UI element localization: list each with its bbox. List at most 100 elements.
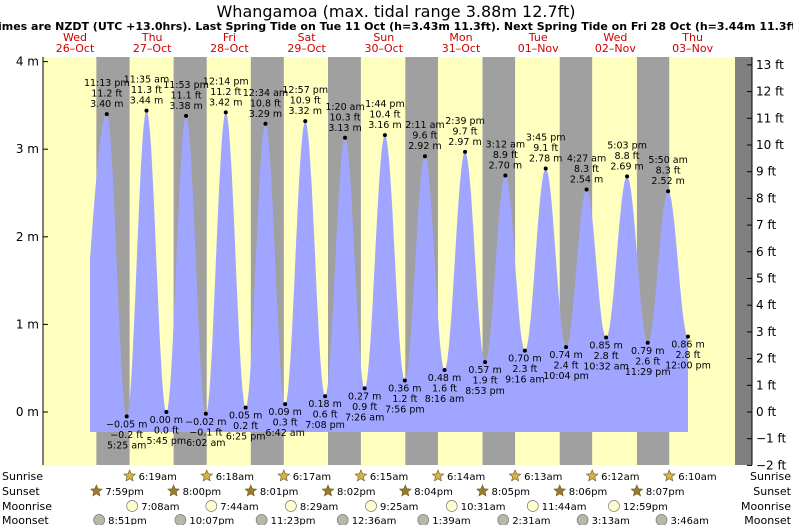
moonrise-row-label-left: Moonrise (2, 500, 52, 513)
low-tide-point (402, 378, 407, 383)
high-tide-point (382, 133, 387, 138)
tide-time-label: 11:29 pm (625, 367, 671, 378)
sunrise-icon (508, 469, 522, 482)
sunset-time-label: 8:00pm (183, 487, 222, 498)
low-tide-point (442, 367, 447, 372)
tide-ft-label: 0.3 ft (273, 418, 298, 429)
moonset-icon (655, 514, 668, 525)
high-tide-point (625, 174, 630, 179)
sunset-icon (476, 484, 489, 497)
tide-m-label: 3.13 m (328, 123, 361, 134)
y-tick-label-ft: 7 ft (756, 218, 776, 232)
tide-ft-label: 11.3 ft (131, 85, 162, 96)
tide-m-label: −0.02 m (185, 417, 226, 428)
tide-ft-label: 2.8 ft (594, 351, 619, 362)
sunset-row-label-left: Sunset (2, 485, 40, 498)
low-tide-point (323, 394, 328, 399)
y-tick-label-ft: 11 ft (756, 111, 784, 125)
tide-ft-label: 8.3 ft (656, 166, 681, 177)
high-tide-point (666, 189, 671, 194)
high-tide-point (422, 154, 427, 159)
tide-m-label: 2.52 m (651, 176, 684, 187)
sunset-icon (398, 484, 412, 497)
tide-time-label: 1:20 am (325, 102, 364, 113)
y-tick-label-ft: 0 ft (756, 405, 776, 419)
moonrise-row-label-right: Moonrise (741, 500, 791, 513)
high-tide-point (303, 119, 308, 124)
tide-ft-label: −0.1 ft (189, 427, 222, 438)
sunrise-time-label: 6:10am (678, 472, 716, 483)
tide-time-label: 6:42 am (265, 428, 304, 439)
tide-ft-label: 2.6 ft (635, 356, 660, 367)
tide-m-label: 0.85 m (589, 341, 622, 352)
high-tide-point (463, 149, 468, 154)
day-date-label: 29–Oct (287, 42, 326, 55)
tide-m-label: 0.27 m (348, 391, 381, 402)
y-tick-label-m: 1 m (16, 317, 39, 331)
tide-time-label: 12:57 pm (282, 85, 328, 96)
high-tide-point (184, 113, 189, 118)
sunrise-icon (354, 469, 368, 482)
tide-m-label: 0.86 m (671, 340, 704, 351)
axes: 4 m 3 m 2 m 1 m 0 m 13 ft 12 ft 11 ft 10 ft 9 ft 8… (16, 55, 787, 473)
tide-ft-label: 0.2 ft (233, 421, 258, 432)
tide-ft-label: 2.3 ft (512, 364, 537, 375)
tide-time-label: 7:56 pm (385, 404, 425, 415)
y-tick-label-ft: 6 ft (756, 245, 776, 259)
tide-ft-label: 11.2 ft (91, 89, 122, 100)
moonrise-icon (365, 500, 377, 512)
tide-m-label: 0.05 m (229, 411, 262, 422)
tide-ft-label: 11.1 ft (171, 90, 202, 101)
sunset-icon (89, 484, 103, 497)
day-date-label: 31–Oct (442, 42, 481, 55)
tide-ft-label: 9.7 ft (453, 126, 478, 137)
tide-ft-label: 9.1 ft (533, 143, 558, 154)
sunset-icon (244, 484, 258, 497)
day-date-label: 30–Oct (365, 42, 404, 55)
tide-m-label: −0.05 m (106, 419, 147, 430)
moonset-icon (417, 514, 430, 525)
moonset-time-label: 12:36am (352, 516, 397, 525)
day-date-label: 03–Nov (672, 42, 713, 55)
day-date-label: 26–Oct (56, 42, 95, 55)
y-tick-label-m: 3 m (16, 142, 39, 156)
low-tide-point (362, 386, 367, 391)
low-tide-point (283, 402, 288, 407)
tide-m-label: 0.70 m (508, 354, 541, 365)
moonset-time-label: 1:39am (432, 516, 470, 525)
y-tick-label-m: 2 m (16, 230, 39, 244)
day-date-label: 27–Oct (133, 42, 172, 55)
sunrise-time-label: 6:15am (370, 472, 408, 483)
sunrise-icon (431, 469, 445, 482)
moonrise-time-label: 11:44am (542, 502, 587, 513)
high-tide-point (503, 173, 508, 178)
moonset-icon (93, 514, 106, 525)
y-tick-label-ft: 5 ft (756, 271, 776, 285)
low-tide-point (564, 345, 569, 350)
y-tick-label-ft: 10 ft (756, 138, 784, 152)
tide-m-label: 2.97 m (448, 137, 481, 148)
tide-time-label: 11:35 am (124, 75, 169, 86)
y-tick-label-ft: −1 ft (756, 432, 787, 446)
y-tick-label-ft: −2 ft (756, 458, 787, 472)
day-labels: Wed26–OctThu27–OctFri28–OctSat29–OctSun3… (56, 31, 714, 55)
moonset-time-label: 3:46am (671, 516, 709, 525)
sunset-time-label: 8:06pm (569, 487, 608, 498)
sunset-time-label: 8:05pm (491, 487, 530, 498)
sunrise-icon (662, 469, 676, 482)
moonrise-time-label: 10:31am (461, 502, 506, 513)
tide-time-label: 11:13 pm (84, 78, 130, 89)
y-tick-label-ft: 1 ft (756, 378, 776, 392)
moonrise-time-label: 7:44am (220, 502, 258, 513)
day-name-label: Thu (681, 31, 703, 44)
tide-m-label: 2.69 m (610, 161, 643, 172)
tide-ft-label: 2.4 ft (554, 361, 579, 372)
tide-ft-label: 1.9 ft (473, 376, 498, 387)
sunset-time-label: 7:59pm (105, 487, 144, 498)
sunrise-time-label: 6:19am (139, 472, 177, 483)
tide-m-label: 0.74 m (549, 350, 582, 361)
tide-curve (90, 110, 688, 432)
tide-ft-label: 1.6 ft (432, 383, 457, 394)
tide-time-label: 3:45 pm (526, 132, 566, 143)
